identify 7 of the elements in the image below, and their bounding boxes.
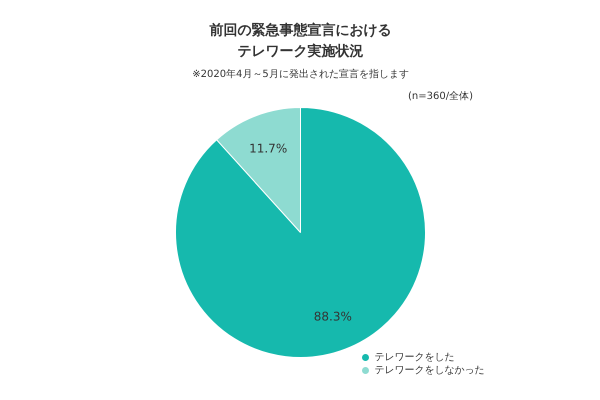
data-label: 88.3% [314,309,352,324]
chart-subtitle: ※2020年4月～5月に発出された宣言を指します [192,68,409,80]
legend-label: テレワークをしなかった [374,365,484,376]
text: (n=360/全体) [408,90,474,102]
legend-label: テレワークをした [374,352,454,363]
data-label: 11.7% [249,142,288,156]
chart-title: 前回の緊急事態宣言におけるテレワーク実施状況 [208,22,392,60]
